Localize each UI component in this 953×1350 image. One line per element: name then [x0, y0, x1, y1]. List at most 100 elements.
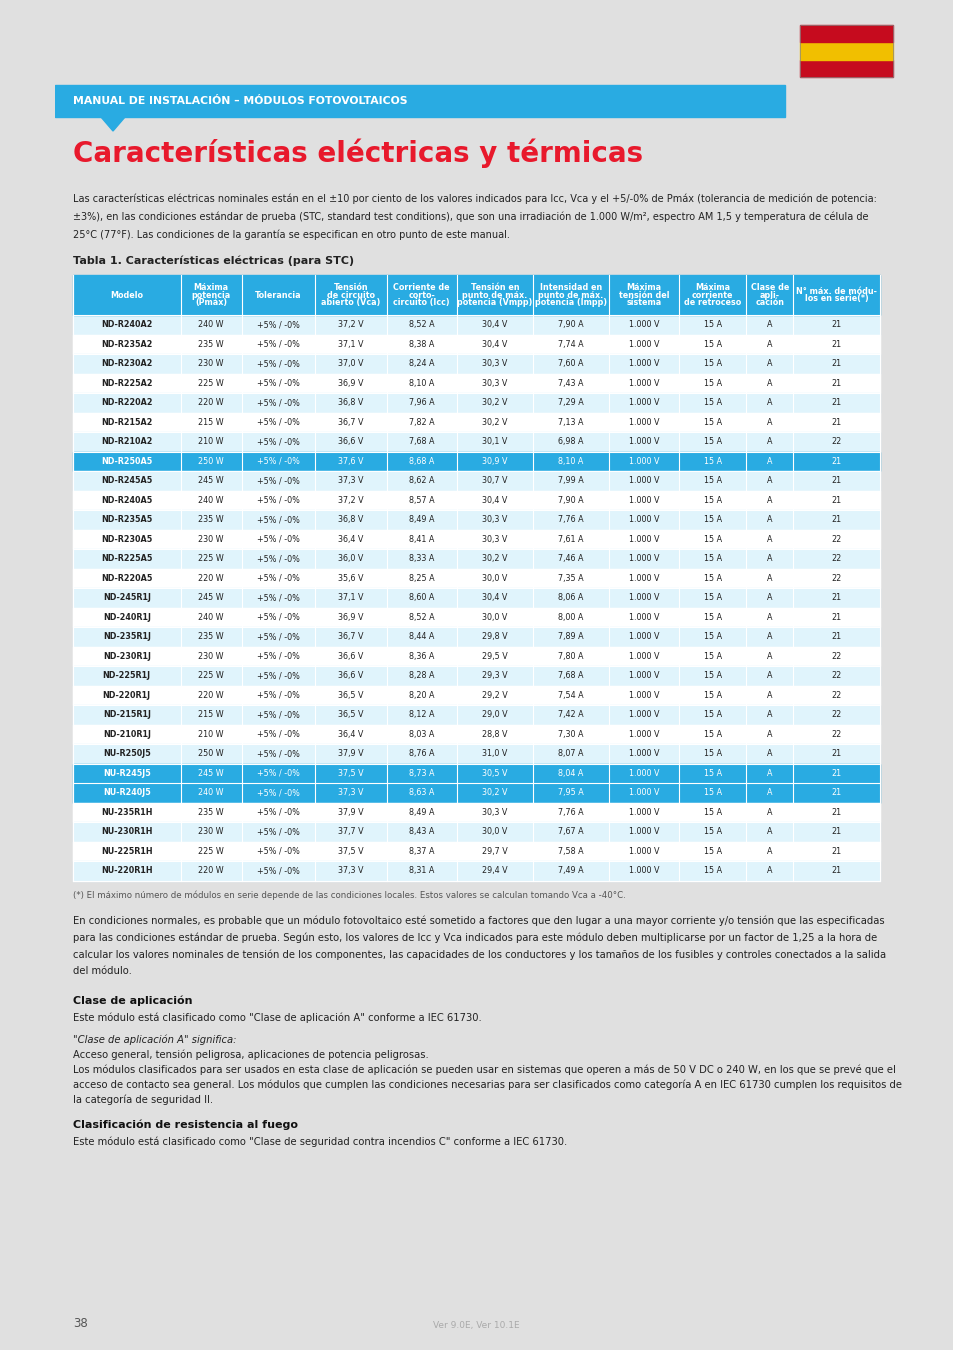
Text: +5% / -0%: +5% / -0% — [256, 359, 299, 369]
Text: 7,61 A: 7,61 A — [558, 535, 583, 544]
Bar — [55, 85, 784, 117]
Bar — [73, 783, 879, 802]
Text: Clase de: Clase de — [750, 284, 788, 292]
Text: 21: 21 — [831, 320, 841, 329]
Text: 8,41 A: 8,41 A — [409, 535, 434, 544]
Text: ND-R240A5: ND-R240A5 — [101, 495, 152, 505]
Text: +5% / -0%: +5% / -0% — [256, 477, 299, 485]
Text: ND-240R1J: ND-240R1J — [103, 613, 151, 622]
Text: ND-210R1J: ND-210R1J — [103, 730, 151, 738]
Text: A: A — [766, 555, 772, 563]
Text: 15 A: 15 A — [703, 593, 721, 602]
Text: 29,8 V: 29,8 V — [481, 632, 507, 641]
Text: 1.000 V: 1.000 V — [628, 691, 659, 699]
Text: 36,7 V: 36,7 V — [338, 632, 363, 641]
Text: 15 A: 15 A — [703, 691, 721, 699]
Text: +5% / -0%: +5% / -0% — [256, 788, 299, 798]
Bar — [73, 861, 879, 880]
Text: 215 W: 215 W — [198, 710, 224, 720]
Text: A: A — [766, 671, 772, 680]
Text: A: A — [766, 867, 772, 875]
Text: 1.000 V: 1.000 V — [628, 788, 659, 798]
Text: A: A — [766, 359, 772, 369]
Text: +5% / -0%: +5% / -0% — [256, 846, 299, 856]
Text: 30,2 V: 30,2 V — [481, 417, 507, 427]
Bar — [73, 666, 879, 686]
Text: 21: 21 — [831, 417, 841, 427]
Text: 21: 21 — [831, 867, 841, 875]
Text: 230 W: 230 W — [198, 828, 224, 836]
Text: 29,4 V: 29,4 V — [481, 867, 507, 875]
Text: 250 W: 250 W — [198, 456, 224, 466]
Text: 22: 22 — [830, 671, 841, 680]
Text: 8,63 A: 8,63 A — [409, 788, 434, 798]
Text: ND-R235A5: ND-R235A5 — [101, 516, 152, 524]
Bar — [73, 490, 879, 510]
Text: 1.000 V: 1.000 V — [628, 593, 659, 602]
Text: 22: 22 — [830, 730, 841, 738]
Text: 15 A: 15 A — [703, 867, 721, 875]
Text: 15 A: 15 A — [703, 652, 721, 660]
Text: apli-: apli- — [759, 290, 779, 300]
Text: 8,03 A: 8,03 A — [409, 730, 434, 738]
Text: 7,60 A: 7,60 A — [558, 359, 583, 369]
Text: 36,7 V: 36,7 V — [338, 417, 363, 427]
Text: +5% / -0%: +5% / -0% — [256, 437, 299, 447]
Text: para las condiciones estándar de prueba. Según esto, los valores de Icc y Vca in: para las condiciones estándar de prueba.… — [73, 933, 877, 944]
Text: 250 W: 250 W — [198, 749, 224, 759]
Text: 38: 38 — [73, 1318, 88, 1330]
Text: 15 A: 15 A — [703, 710, 721, 720]
Text: 1.000 V: 1.000 V — [628, 379, 659, 387]
Text: 8,52 A: 8,52 A — [409, 613, 435, 622]
Text: 8,43 A: 8,43 A — [409, 828, 434, 836]
Text: ±3%), en las condiciones estándar de prueba (STC, standard test conditions), que: ±3%), en las condiciones estándar de pru… — [73, 211, 867, 221]
Text: 30,5 V: 30,5 V — [481, 768, 507, 778]
Text: +5% / -0%: +5% / -0% — [256, 652, 299, 660]
Text: +5% / -0%: +5% / -0% — [256, 613, 299, 622]
Text: A: A — [766, 477, 772, 485]
Text: ND-R230A2: ND-R230A2 — [101, 359, 152, 369]
Bar — [73, 626, 879, 647]
Bar — [73, 315, 879, 335]
Text: 30,3 V: 30,3 V — [481, 535, 507, 544]
Text: 30,3 V: 30,3 V — [481, 359, 507, 369]
Text: 230 W: 230 W — [198, 359, 224, 369]
Text: 220 W: 220 W — [198, 398, 224, 408]
Text: 8,38 A: 8,38 A — [409, 340, 434, 348]
Bar — [73, 764, 879, 783]
Text: 7,90 A: 7,90 A — [558, 495, 583, 505]
Text: 1.000 V: 1.000 V — [628, 671, 659, 680]
Text: +5% / -0%: +5% / -0% — [256, 495, 299, 505]
Text: 7,89 A: 7,89 A — [558, 632, 583, 641]
Text: +5% / -0%: +5% / -0% — [256, 807, 299, 817]
Text: 21: 21 — [831, 846, 841, 856]
Text: 36,5 V: 36,5 V — [338, 710, 363, 720]
Text: 30,4 V: 30,4 V — [481, 495, 507, 505]
Text: Tabla 1. Características eléctricas (para STC): Tabla 1. Características eléctricas (par… — [73, 255, 354, 266]
Text: 1.000 V: 1.000 V — [628, 359, 659, 369]
Text: 1.000 V: 1.000 V — [628, 398, 659, 408]
Text: A: A — [766, 417, 772, 427]
Text: 8,36 A: 8,36 A — [409, 652, 434, 660]
Text: 15 A: 15 A — [703, 320, 721, 329]
Text: A: A — [766, 593, 772, 602]
Text: 7,42 A: 7,42 A — [558, 710, 583, 720]
Bar — [73, 647, 879, 666]
Text: 1.000 V: 1.000 V — [628, 749, 659, 759]
Text: ND-R225A5: ND-R225A5 — [101, 555, 152, 563]
Text: 21: 21 — [831, 359, 841, 369]
Text: +5% / -0%: +5% / -0% — [256, 379, 299, 387]
Text: A: A — [766, 652, 772, 660]
Text: potencia (Vmpp): potencia (Vmpp) — [456, 298, 532, 306]
Text: los en serie(*): los en serie(*) — [803, 294, 867, 304]
Text: 8,33 A: 8,33 A — [409, 555, 434, 563]
Text: 15 A: 15 A — [703, 495, 721, 505]
Text: 36,5 V: 36,5 V — [338, 691, 363, 699]
Text: 7,95 A: 7,95 A — [558, 788, 583, 798]
Text: 21: 21 — [831, 477, 841, 485]
Bar — [73, 432, 879, 451]
Text: 36,8 V: 36,8 V — [338, 516, 363, 524]
Text: 7,35 A: 7,35 A — [558, 574, 583, 583]
Text: 1.000 V: 1.000 V — [628, 710, 659, 720]
Bar — [73, 744, 879, 764]
